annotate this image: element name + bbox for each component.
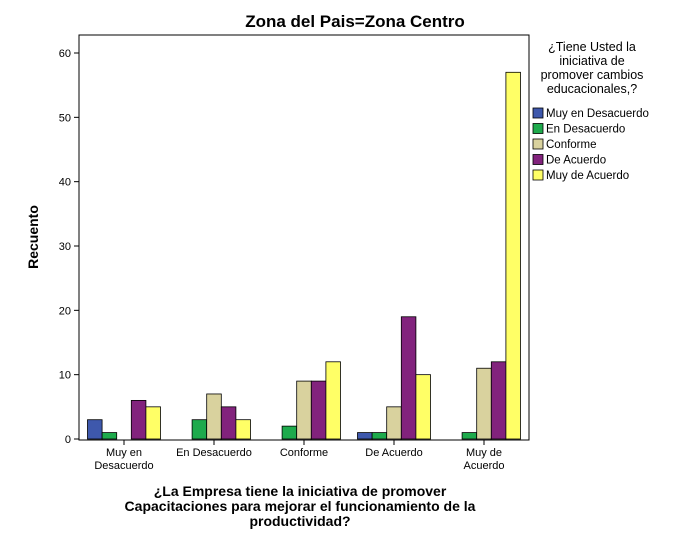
y-tick-label: 10 — [59, 370, 71, 382]
bar — [310, 380, 327, 440]
bar — [476, 367, 492, 440]
x-tick-label-line: Desacuerdo — [94, 460, 153, 472]
x-tick-label: En Desacuerdo — [176, 447, 252, 459]
y-tick-label: 50 — [59, 112, 71, 124]
legend-label: De Acuerdo — [546, 155, 606, 167]
x-axis-title: ¿La Empresa tiene la iniciativa de promo… — [125, 483, 476, 529]
x-tick-label-line: Muy de — [466, 447, 502, 459]
legend: ¿Tiene Usted la iniciativa de promover cam… — [532, 40, 649, 182]
bar — [101, 432, 118, 440]
x-tick-label: Muy en Desacuerdo — [94, 447, 153, 472]
legend-title: ¿Tiene Usted la iniciativa de promover cam… — [541, 40, 644, 96]
legend-swatch — [532, 107, 544, 119]
bar — [490, 361, 507, 440]
legend-label: Conforme — [546, 139, 597, 151]
legend-swatch — [532, 169, 544, 181]
legend-title-line: educacionales,? — [547, 82, 637, 96]
bar — [191, 419, 208, 440]
y-tick-label: 40 — [59, 177, 71, 189]
legend-title-line: promover cambios — [541, 68, 644, 82]
bar — [206, 393, 222, 440]
y-tick-label: 0 — [65, 434, 71, 446]
legend-title-line: ¿Tiene Usted la — [548, 40, 636, 54]
bar — [220, 406, 237, 440]
x-tick-label-line: En Desacuerdo — [176, 447, 252, 459]
bar — [505, 71, 521, 440]
bar — [235, 419, 251, 440]
bar — [87, 419, 103, 440]
bar — [461, 432, 478, 440]
x-tick-label-line: Acuerdo — [464, 460, 505, 472]
x-axis-title-line: productividad? — [249, 513, 350, 529]
plot-area — [78, 34, 530, 441]
legend-label: Muy en Desacuerdo — [546, 108, 649, 120]
y-tick-label: 30 — [59, 241, 71, 253]
legend-swatch — [532, 154, 544, 165]
x-tick-label-line: Conforme — [280, 447, 328, 459]
x-axis-title-line: Capacitaciones para mejorar el funcionam… — [125, 498, 476, 514]
y-axis-title: Recuento — [25, 205, 41, 269]
y-axis: 0 10 20 30 40 50 60 — [59, 48, 79, 446]
y-tick-label: 60 — [59, 48, 71, 60]
y-tick-label: 20 — [59, 305, 71, 317]
legend-swatch — [532, 138, 544, 150]
x-tick-label: Conforme — [280, 447, 328, 459]
x-axis-title-line: ¿La Empresa tiene la iniciativa de promo… — [154, 483, 447, 499]
chart-title: Zona del Pais=Zona Centro — [245, 12, 465, 31]
bar — [386, 406, 402, 440]
legend-title-line: iniciativa de — [559, 54, 624, 68]
bar — [296, 380, 312, 440]
legend-swatch — [532, 123, 544, 134]
bars — [87, 71, 521, 440]
bar — [400, 316, 417, 440]
bar — [325, 361, 341, 440]
legend-label: Muy de Acuerdo — [546, 170, 629, 182]
legend-label: En Desacuerdo — [546, 124, 625, 136]
bar — [415, 374, 431, 440]
x-axis: Muy en Desacuerdo En Desacuerdo Conforme De … — [94, 440, 504, 472]
x-tick-label: De Acuerdo — [365, 447, 422, 459]
x-tick-label: Muy de Acuerdo — [464, 447, 505, 472]
bar — [145, 406, 161, 440]
bar — [371, 432, 388, 440]
bar — [130, 399, 147, 440]
bar — [357, 432, 373, 440]
bar — [281, 425, 298, 440]
x-tick-label-line: De Acuerdo — [365, 447, 422, 459]
x-axis-title-text: ¿La Empresa tiene la iniciativa de promo… — [125, 483, 476, 529]
x-tick-label-line: Muy en — [106, 447, 142, 459]
